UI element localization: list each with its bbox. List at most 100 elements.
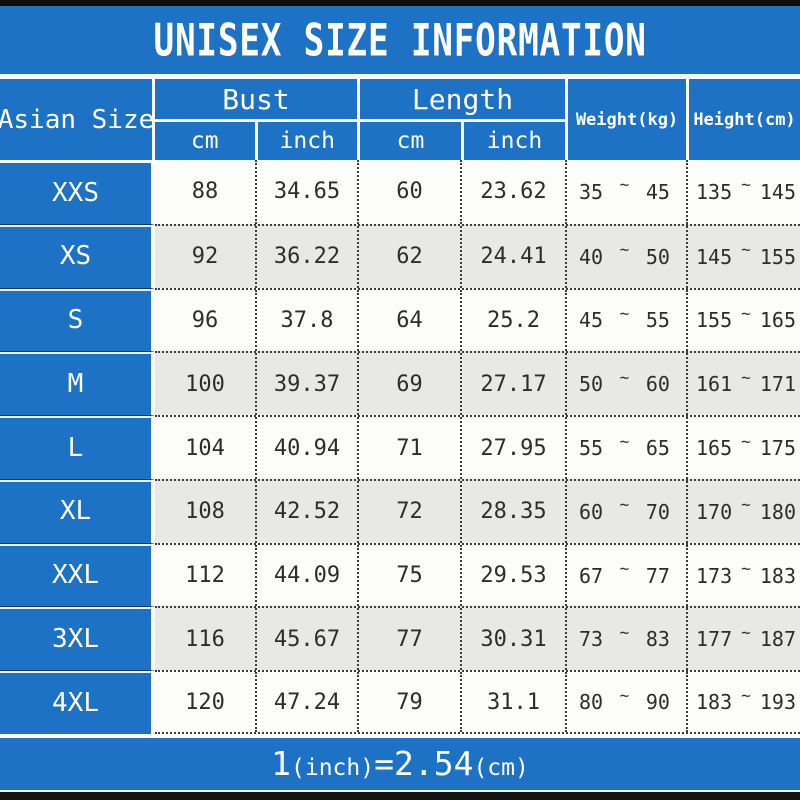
size-label: L (0, 415, 155, 479)
cell-bust-inch: 36.22 (255, 225, 357, 288)
table-row-xxs: XXS 88 34.65 60 23.62 35 ~45 135 ~145 (0, 160, 800, 224)
cell-bust-inch: 42.52 (255, 480, 357, 543)
table-row-xs: XS 92 36.22 62 24.41 40 ~50 145 ~155 (0, 223, 800, 288)
cell-length-cm: 71 (357, 417, 460, 479)
weight-max: 60 (645, 372, 670, 397)
header-bust-inch: inch (254, 122, 358, 160)
cell-length-inch: 24.41 (460, 225, 565, 288)
height-max: 165 (759, 308, 796, 333)
weight-max: 83 (645, 627, 670, 652)
top-black-bar (0, 0, 800, 6)
height-max: 183 (759, 563, 796, 588)
cell-weight-range: 80 ~90 (565, 672, 686, 733)
header-asian-size: Asian Size (0, 79, 155, 160)
weight-min: 67 (579, 563, 604, 588)
cell-bust-cm: 120 (185, 689, 225, 715)
height-min: 155 (696, 308, 733, 333)
cell-length-inch: 23.62 (460, 160, 565, 224)
height-max: 180 (759, 499, 796, 524)
cell-bust-inch: 47.24 (255, 672, 357, 733)
cell-weight-range: 45 ~55 (565, 289, 686, 352)
tilde-separator: ~ (619, 240, 630, 260)
cell-bust-cm: 96 (191, 307, 219, 333)
table-row-s: S 96 37.8 64 25.2 45 ~55 155 ~165 (0, 287, 800, 352)
height-min: 183 (696, 690, 733, 715)
weight-max: 50 (645, 244, 670, 269)
tilde-separator: ~ (741, 240, 751, 260)
header-length-label: Length (360, 79, 565, 122)
tilde-separator: ~ (619, 175, 630, 195)
cell-height-range: 170 ~180 (686, 480, 800, 543)
header-weight: Weight(kg) (565, 79, 686, 160)
weight-max: 65 (645, 436, 670, 461)
cell-bust-cm: 108 (185, 499, 225, 525)
cell-bust-cm: 112 (185, 563, 225, 589)
header-length-inch: inch (461, 122, 565, 160)
weight-min: 73 (579, 627, 604, 652)
cell-length-cm: 60 (357, 160, 460, 224)
size-label: XXS (0, 160, 155, 224)
height-max: 187 (759, 627, 796, 652)
table-row-l: L 104 40.94 71 27.95 55 ~65 165 ~175 (0, 415, 800, 479)
weight-min: 80 (579, 690, 604, 715)
cell-length-inch: 30.31 (460, 608, 565, 671)
cell-length-inch: 28.35 (460, 480, 565, 543)
weight-max: 77 (645, 563, 670, 588)
cell-bust-inch: 45.67 (255, 608, 357, 671)
title-bar: UNISEX SIZE INFORMATION (0, 6, 800, 74)
tilde-separator: ~ (741, 495, 751, 515)
weight-min: 35 (579, 179, 604, 204)
tilde-separator: ~ (619, 622, 630, 642)
footer-gap (0, 734, 800, 738)
tilde-separator: ~ (619, 431, 630, 451)
size-label: 4XL (0, 670, 155, 735)
weight-max: 55 (645, 308, 670, 333)
size-label: XXL (0, 542, 155, 607)
cell-bust-cm: 116 (185, 626, 225, 652)
size-label: S (0, 287, 155, 352)
table-row-4xl: 4XL 120 47.24 79 31.1 80 ~90 183 ~193 (0, 670, 800, 735)
tilde-separator: ~ (741, 431, 751, 451)
tilde-separator: ~ (741, 367, 751, 387)
cell-length-cm: 72 (357, 480, 460, 543)
height-min: 177 (696, 627, 733, 652)
weight-min: 55 (579, 436, 604, 461)
weight-min: 60 (579, 499, 604, 524)
tilde-separator: ~ (741, 622, 751, 642)
height-max: 145 (759, 179, 796, 204)
cell-height-range: 155 ~165 (686, 289, 800, 352)
height-max: 171 (759, 372, 796, 397)
page-title: UNISEX SIZE INFORMATION (153, 13, 647, 67)
cell-height-range: 173 ~183 (686, 544, 800, 607)
weight-min: 50 (579, 372, 604, 397)
height-max: 155 (759, 244, 796, 269)
cell-length-inch: 27.17 (460, 353, 565, 416)
row-data: 104 40.94 71 27.95 55 ~65 165 ~175 (155, 415, 800, 479)
row-data: 112 44.09 75 29.53 67 ~77 173 ~183 (155, 542, 800, 607)
row-data: 100 39.37 69 27.17 50 ~60 161 ~171 (155, 351, 800, 416)
size-label: M (0, 351, 155, 416)
cell-weight-range: 35 ~45 (565, 160, 686, 224)
cell-weight-range: 73 ~83 (565, 608, 686, 671)
weight-min: 45 (579, 308, 604, 333)
header-height: Height(cm) (686, 79, 800, 160)
row-data: 116 45.67 77 30.31 73 ~83 177 ~187 (155, 606, 800, 671)
cell-bust-cm: 104 (185, 435, 225, 461)
cell-height-range: 177 ~187 (686, 608, 800, 671)
cell-weight-range: 55 ~65 (565, 417, 686, 479)
note-part: =2.54 (374, 744, 474, 783)
table-body: XXS 88 34.65 60 23.62 35 ~45 135 ~145 XS 9… (0, 160, 800, 735)
header-bust-label: Bust (155, 79, 357, 122)
height-max: 175 (759, 436, 796, 461)
bottom-black-bar (0, 792, 800, 800)
height-min: 145 (696, 244, 733, 269)
weight-max: 70 (645, 499, 670, 524)
note-part: (inch) (291, 755, 375, 781)
cell-length-cm: 64 (357, 289, 460, 352)
cell-bust-cm: 92 (191, 244, 219, 270)
tilde-separator: ~ (619, 367, 630, 387)
tilde-separator: ~ (741, 559, 751, 579)
cell-length-inch: 25.2 (460, 289, 565, 352)
cell-length-inch: 27.95 (460, 417, 565, 479)
tilde-separator: ~ (741, 175, 751, 195)
